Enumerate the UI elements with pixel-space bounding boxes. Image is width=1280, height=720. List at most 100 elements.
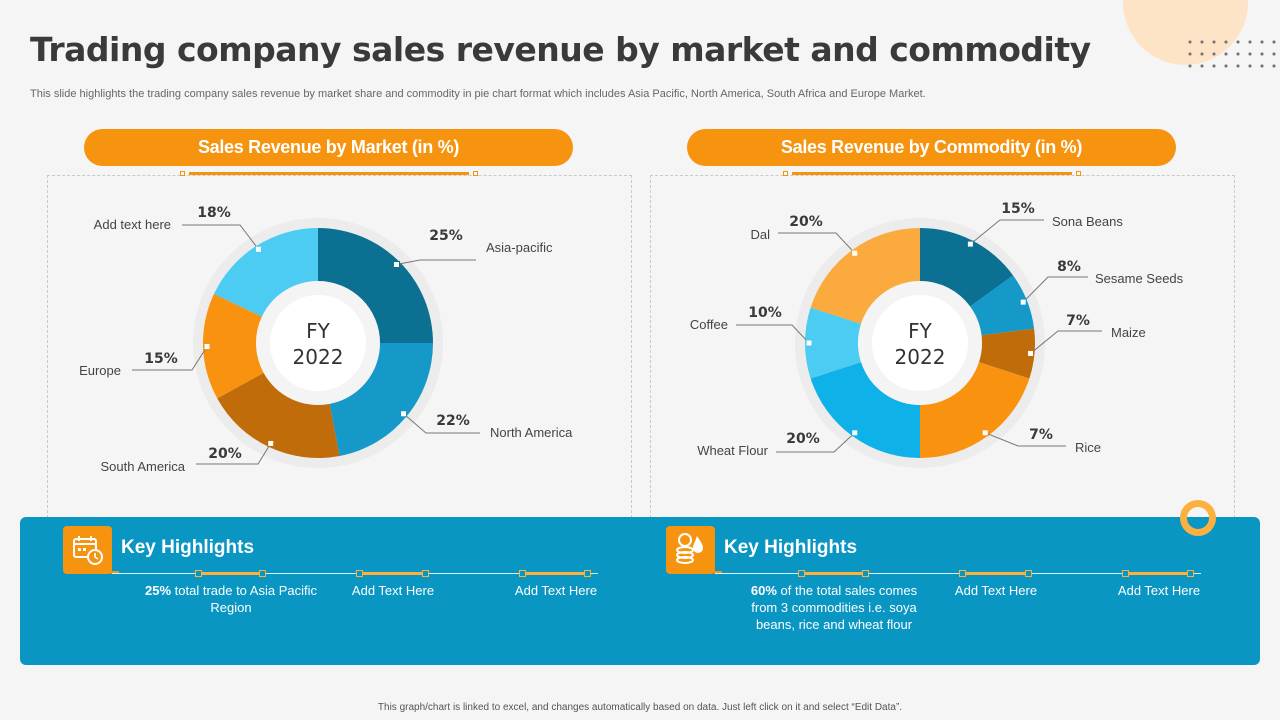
coins-icon bbox=[666, 526, 722, 574]
slice-sesame-seeds bbox=[970, 275, 1035, 336]
timeline-node bbox=[356, 570, 363, 577]
timeline-node bbox=[1122, 570, 1129, 577]
commodity-highlight-1: 60% of the total sales comes from 3 comm… bbox=[750, 583, 918, 632]
leader-line bbox=[778, 232, 856, 254]
timeline-node bbox=[259, 570, 266, 577]
category-label: Wheat Flour bbox=[697, 443, 768, 458]
leader-marker bbox=[1027, 349, 1035, 357]
market-header-underline bbox=[180, 171, 478, 176]
data-label: 20% bbox=[208, 446, 242, 462]
leader-line bbox=[196, 443, 272, 465]
timeline-segment bbox=[803, 572, 865, 575]
category-label: Sesame Seeds bbox=[1095, 271, 1184, 286]
key-highlights-title-market: Key Highlights bbox=[121, 537, 255, 558]
leader-marker bbox=[851, 429, 859, 437]
data-label: 18% bbox=[197, 205, 231, 221]
center-disc bbox=[872, 295, 968, 391]
category-label: Sona Beans bbox=[1052, 214, 1123, 229]
leader-marker bbox=[805, 339, 813, 347]
leader-line bbox=[182, 224, 259, 250]
category-label: Dal bbox=[750, 227, 770, 242]
data-label: 20% bbox=[786, 431, 820, 447]
category-label: Coffee bbox=[690, 317, 728, 332]
data-label: 15% bbox=[144, 351, 178, 367]
slice-wheat-flour bbox=[810, 362, 920, 458]
timeline-segment bbox=[200, 572, 262, 575]
data-label: 22% bbox=[436, 413, 470, 429]
leader-line bbox=[736, 324, 810, 344]
slice-rice bbox=[920, 362, 1030, 458]
leader-marker bbox=[267, 439, 275, 447]
leader-marker bbox=[966, 240, 974, 248]
slice-dal bbox=[810, 228, 920, 324]
timeline-node bbox=[422, 570, 429, 577]
market-chart-header: Sales Revenue by Market (in %) bbox=[84, 129, 573, 166]
category-label: Add text here bbox=[94, 217, 171, 232]
decorative-ring bbox=[1180, 500, 1216, 536]
market-highlight-3: Add Text Here bbox=[514, 583, 598, 598]
timeline-segment bbox=[963, 572, 1029, 575]
leader-line bbox=[396, 259, 476, 266]
commodity-chart-header: Sales Revenue by Commodity (in %) bbox=[687, 129, 1176, 166]
page-subtitle: This slide highlights the trading compan… bbox=[30, 88, 926, 100]
center-label-fy: FY bbox=[306, 319, 331, 343]
category-label: Asia-pacific bbox=[486, 240, 553, 255]
timeline-segment bbox=[360, 572, 426, 575]
decorative-dot-grid bbox=[1184, 36, 1280, 72]
timeline-node bbox=[584, 570, 591, 577]
leader-marker bbox=[1019, 298, 1027, 306]
data-label: 15% bbox=[1001, 201, 1035, 217]
timeline-node bbox=[1025, 570, 1032, 577]
category-label: Rice bbox=[1075, 440, 1101, 455]
category-label: North America bbox=[490, 425, 573, 440]
leader-line bbox=[1022, 276, 1088, 303]
data-label: 8% bbox=[1057, 259, 1081, 275]
center-label-year: 2022 bbox=[293, 345, 344, 369]
highlights-band bbox=[20, 517, 1260, 665]
slice-north-america bbox=[329, 343, 433, 456]
leader-marker bbox=[851, 249, 859, 257]
slice-south-america bbox=[217, 372, 340, 458]
leader-line bbox=[1030, 330, 1102, 354]
data-label: 25% bbox=[429, 228, 463, 244]
center-disc bbox=[270, 295, 366, 391]
data-label: 10% bbox=[748, 305, 782, 321]
data-label: 20% bbox=[789, 214, 823, 230]
timeline-segment bbox=[523, 572, 589, 575]
market-timeline bbox=[112, 573, 598, 574]
leader-marker bbox=[400, 410, 408, 418]
page-title: Trading company sales revenue by market … bbox=[30, 30, 1091, 69]
leader-line bbox=[776, 432, 856, 453]
leader-marker bbox=[392, 261, 400, 269]
leader-line bbox=[970, 219, 1044, 245]
commodity-timeline bbox=[715, 573, 1201, 574]
slice-asia-pacific bbox=[318, 228, 433, 343]
data-label: 7% bbox=[1066, 313, 1090, 329]
timeline-node bbox=[798, 570, 805, 577]
center-label-fy: FY bbox=[908, 319, 933, 343]
market-highlight-1: 25% total trade to Asia Pacific Region bbox=[145, 583, 317, 615]
commodity-header-underline bbox=[783, 171, 1081, 176]
center-label-year: 2022 bbox=[895, 345, 946, 369]
timeline-node bbox=[1187, 570, 1194, 577]
key-highlights-title-commodity: Key Highlights bbox=[724, 537, 858, 558]
timeline-node bbox=[519, 570, 526, 577]
commodity-highlight-2: Add Text Here bbox=[954, 583, 1038, 598]
leader-line bbox=[985, 432, 1066, 447]
leader-marker bbox=[203, 342, 211, 350]
market-highlight-2: Add Text Here bbox=[351, 583, 435, 598]
calendar-clock-icon bbox=[63, 526, 119, 574]
leader-line bbox=[132, 346, 208, 371]
category-label: Maize bbox=[1111, 325, 1146, 340]
data-label: 7% bbox=[1029, 427, 1053, 443]
leader-marker bbox=[255, 245, 263, 253]
leader-marker bbox=[981, 429, 989, 437]
timeline-segment bbox=[1126, 572, 1192, 575]
timeline-node bbox=[959, 570, 966, 577]
timeline-node bbox=[195, 570, 202, 577]
slice-coffee bbox=[804, 307, 862, 379]
slice-add-text-here bbox=[213, 228, 318, 317]
slice-europe bbox=[203, 294, 264, 399]
category-label: Europe bbox=[79, 363, 121, 378]
